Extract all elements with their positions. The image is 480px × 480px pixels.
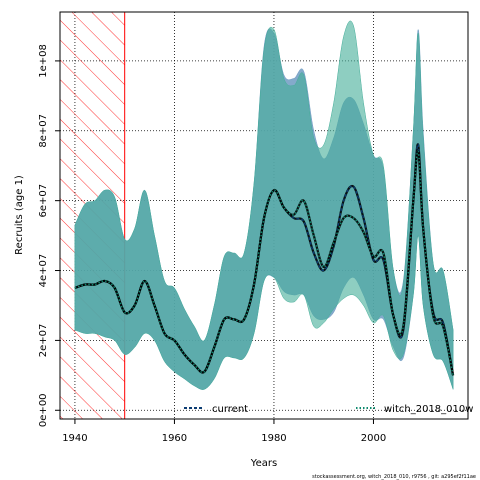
y-axis-label: Recruits (age 1) bbox=[14, 175, 25, 255]
plot-frame bbox=[59, 11, 469, 420]
y-tick-label-0: 0e+00 bbox=[38, 393, 49, 427]
y-tick-label-1: 2e+07 bbox=[38, 324, 49, 358]
y-axis: 0e+00 2e+07 4e+07 6e+07 8e+07 1e+08 bbox=[38, 44, 60, 427]
y-tick-label-4: 8e+07 bbox=[38, 114, 49, 148]
legend-label-current: current bbox=[212, 404, 248, 415]
x-tick-label-3: 2000 bbox=[361, 433, 386, 444]
confidence-band-1 bbox=[74, 20, 454, 390]
series-line-1 bbox=[74, 150, 454, 376]
confidence-bands bbox=[74, 20, 454, 390]
x-tick-label-0: 1940 bbox=[62, 433, 87, 444]
y-tick-label-3: 6e+07 bbox=[38, 184, 49, 218]
series-lines bbox=[74, 143, 455, 376]
y-tick-label-5: 1e+08 bbox=[38, 44, 49, 78]
x-axis: 1940 1960 1980 2000 bbox=[62, 419, 386, 444]
x-tick-label-2: 1980 bbox=[261, 433, 286, 444]
x-axis-label: Years bbox=[250, 458, 277, 469]
legend-label-compare: witch_2018_010w bbox=[384, 404, 473, 415]
x-tick-label-1: 1960 bbox=[162, 433, 187, 444]
legend: current witch_2018_010w bbox=[184, 404, 473, 415]
footnote: stockassessment.org, witch_2018_010, r97… bbox=[312, 474, 476, 480]
y-tick-label-2: 4e+07 bbox=[38, 254, 49, 288]
